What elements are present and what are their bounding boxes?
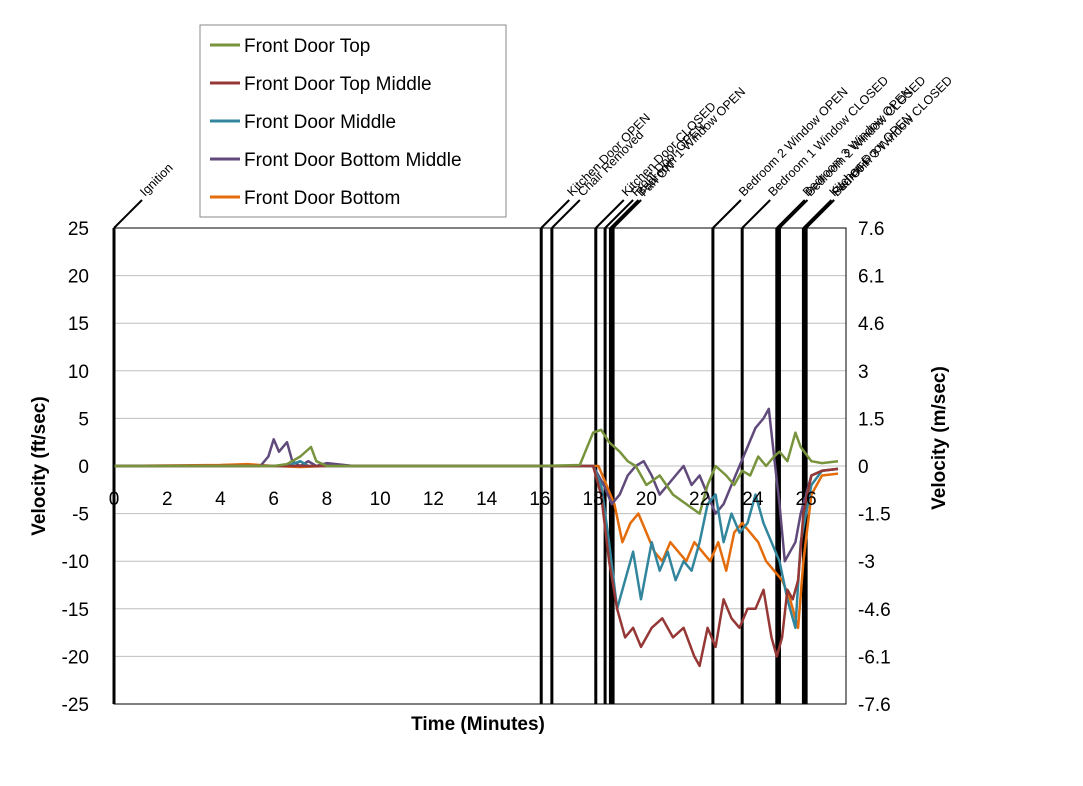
event-leader — [712, 199, 742, 229]
y-tick-label: 20 — [68, 267, 89, 288]
series-line-front-door-top-middle — [114, 464, 839, 668]
y-tick-label: -10 — [62, 552, 89, 573]
x-tick-label: 14 — [476, 489, 498, 510]
event-leader — [612, 199, 642, 229]
legend-label-front-door-bottom-middle: Front Door Bottom Middle — [244, 150, 462, 171]
x-tick-label: 18 — [583, 489, 604, 510]
y2-tick-label: 7.6 — [858, 219, 884, 240]
x-tick-label: 16 — [529, 489, 550, 510]
y-tick-label: 5 — [78, 409, 89, 430]
event-leader — [551, 199, 581, 229]
event-leader — [540, 199, 570, 229]
y-tick-label: -15 — [62, 600, 89, 621]
x-axis-ticks: 0 2 4 6 8 10 12 14 16 18 20 22 24 26 — [109, 489, 817, 510]
y-tick-label: -5 — [72, 505, 89, 526]
series-line-front-door-bottom-middle — [114, 407, 839, 563]
x-tick-label: 26 — [796, 489, 817, 510]
y2-tick-label: 4.6 — [858, 314, 884, 335]
x-tick-label: 2 — [162, 489, 173, 510]
series-lines — [113, 407, 839, 668]
y-tick-label: 0 — [78, 457, 89, 478]
y2-tick-label: 0 — [858, 457, 869, 478]
event-label-ignition: Ignition — [137, 161, 175, 199]
event-leader — [741, 199, 771, 229]
y2-tick-label: -1.5 — [858, 505, 891, 526]
event-leader — [802, 199, 833, 229]
y2-tick-label: 3 — [858, 362, 869, 383]
x-tick-label: 4 — [215, 489, 226, 510]
event-leader — [604, 199, 634, 229]
y2-tick-label: -6.1 — [858, 647, 891, 668]
y2-tick-label: 6.1 — [858, 267, 884, 288]
series-line-front-door-middle — [114, 459, 839, 630]
y2-axis-title: Velocity (m/sec) — [929, 366, 950, 510]
legend-label-front-door-top: Front Door Top — [244, 36, 370, 57]
y-tick-label: 10 — [68, 362, 89, 383]
x-tick-label: 0 — [109, 489, 120, 510]
x-tick-label: 12 — [423, 489, 444, 510]
event-leader — [805, 199, 835, 229]
y2-tick-label: -4.6 — [858, 600, 891, 621]
legend-label-front-door-middle: Front Door Middle — [244, 112, 396, 133]
y-tick-label: 25 — [68, 219, 89, 240]
event-leader — [609, 199, 640, 229]
x-tick-label: 20 — [636, 489, 657, 510]
x-axis-title: Time (Minutes) — [411, 714, 545, 735]
x-tick-label: 22 — [689, 489, 710, 510]
plot-area-border — [113, 227, 847, 705]
x-tick-label: 8 — [322, 489, 333, 510]
legend-box — [199, 24, 507, 218]
legend-label-front-door-top-middle: Front Door Top Middle — [244, 74, 432, 95]
event-leader — [778, 199, 809, 229]
y-tick-label: -25 — [62, 695, 89, 716]
legend-label-front-door-bottom: Front Door Bottom — [244, 188, 400, 209]
y-axis-title: Velocity (ft/sec) — [29, 396, 50, 535]
x-tick-label: 6 — [268, 489, 279, 510]
y2-axis-ticks: 7.6 6.1 4.6 3 1.5 0 -1.5 -3 -4.6 -6.1 -7.6 — [858, 219, 891, 716]
y2-tick-label: -3 — [858, 552, 875, 573]
x-tick-label: 10 — [370, 489, 391, 510]
y-tick-label: -20 — [62, 647, 89, 668]
y-tick-label: 15 — [68, 314, 89, 335]
y2-tick-label: 1.5 — [858, 409, 884, 430]
y2-tick-label: -7.6 — [858, 695, 891, 716]
series-line-front-door-top — [114, 428, 839, 515]
y-axis-ticks: 25 20 15 10 5 0 -5 -10 -15 -20 -25 — [62, 219, 89, 716]
event-leader — [595, 199, 625, 229]
x-tick-label: 24 — [742, 489, 764, 510]
event-leader — [776, 199, 806, 229]
event-leader — [113, 199, 143, 229]
legend: Front Door Top Front Door Top Middle Front… — [199, 24, 507, 218]
